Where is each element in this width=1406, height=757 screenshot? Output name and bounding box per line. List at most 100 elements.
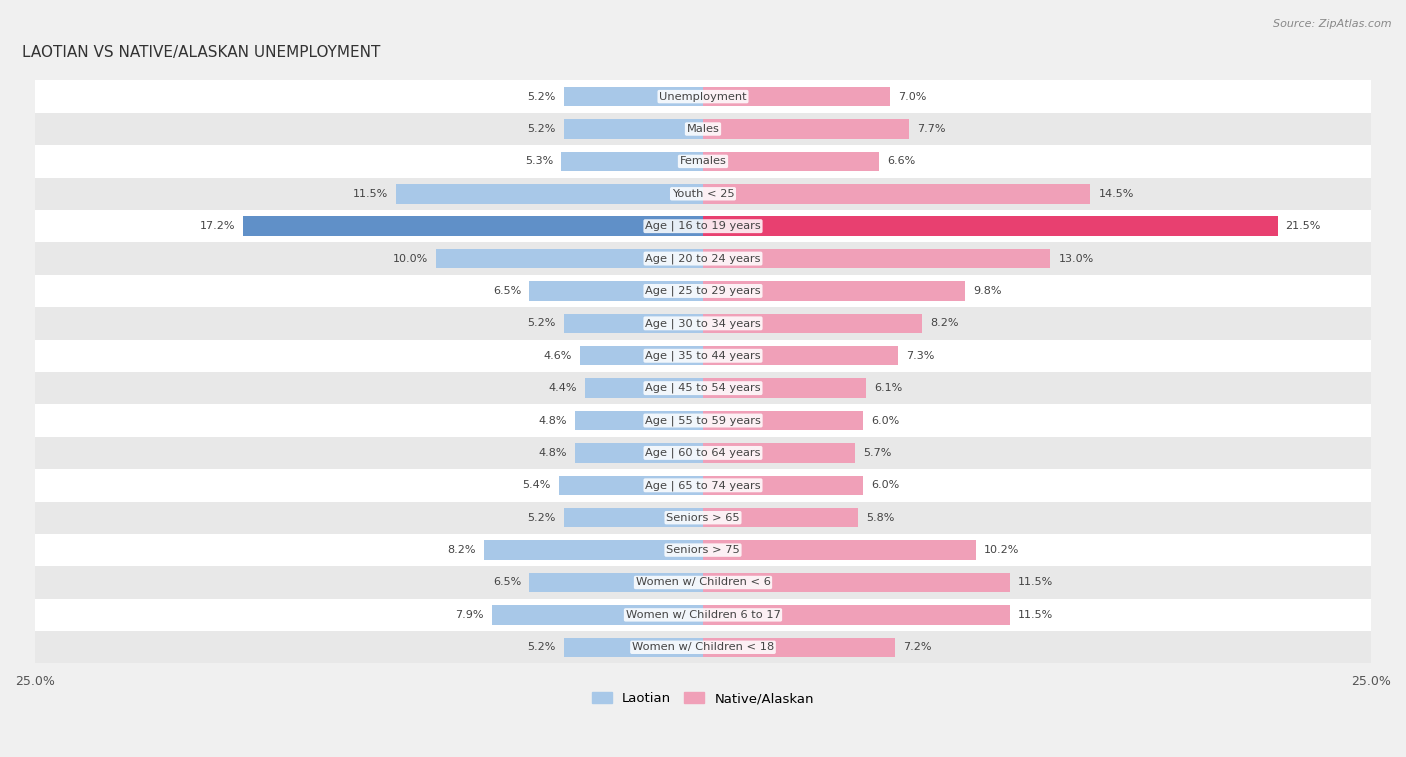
Text: Females: Females [679, 157, 727, 167]
Text: 11.5%: 11.5% [1018, 578, 1053, 587]
Bar [703, 475, 863, 495]
Bar [703, 120, 908, 139]
Bar [529, 573, 703, 592]
Text: 8.2%: 8.2% [447, 545, 475, 555]
Text: Age | 45 to 54 years: Age | 45 to 54 years [645, 383, 761, 394]
Bar [395, 184, 703, 204]
Text: 7.0%: 7.0% [898, 92, 927, 101]
Text: 13.0%: 13.0% [1059, 254, 1094, 263]
Bar [35, 145, 1371, 178]
Text: 6.0%: 6.0% [872, 416, 900, 425]
Bar [703, 282, 965, 301]
Bar [35, 437, 1371, 469]
Text: 7.9%: 7.9% [456, 610, 484, 620]
Bar [703, 508, 858, 528]
Text: 11.5%: 11.5% [1018, 610, 1053, 620]
Bar [35, 210, 1371, 242]
Bar [703, 184, 1091, 204]
Bar [564, 508, 703, 528]
Bar [703, 540, 976, 560]
Text: Age | 20 to 24 years: Age | 20 to 24 years [645, 254, 761, 264]
Bar [35, 566, 1371, 599]
Text: Age | 35 to 44 years: Age | 35 to 44 years [645, 350, 761, 361]
Bar [436, 249, 703, 268]
Bar [564, 120, 703, 139]
Text: 6.6%: 6.6% [887, 157, 915, 167]
Bar [35, 178, 1371, 210]
Bar [558, 475, 703, 495]
Text: Age | 16 to 19 years: Age | 16 to 19 years [645, 221, 761, 232]
Bar [703, 411, 863, 430]
Bar [703, 217, 1278, 236]
Text: 10.2%: 10.2% [984, 545, 1019, 555]
Text: Unemployment: Unemployment [659, 92, 747, 101]
Bar [529, 282, 703, 301]
Text: 5.2%: 5.2% [527, 642, 555, 653]
Bar [703, 151, 879, 171]
Bar [35, 501, 1371, 534]
Bar [703, 249, 1050, 268]
Text: 14.5%: 14.5% [1098, 188, 1133, 199]
Bar [35, 599, 1371, 631]
Bar [703, 443, 855, 463]
Legend: Laotian, Native/Alaskan: Laotian, Native/Alaskan [592, 692, 814, 705]
Text: Age | 55 to 59 years: Age | 55 to 59 years [645, 416, 761, 425]
Text: 4.4%: 4.4% [548, 383, 578, 393]
Text: Youth < 25: Youth < 25 [672, 188, 734, 199]
Bar [35, 340, 1371, 372]
Text: 5.3%: 5.3% [524, 157, 554, 167]
Text: Women w/ Children 6 to 17: Women w/ Children 6 to 17 [626, 610, 780, 620]
Bar [35, 80, 1371, 113]
Bar [35, 372, 1371, 404]
Text: 7.3%: 7.3% [905, 350, 935, 361]
Bar [35, 469, 1371, 501]
Text: 9.8%: 9.8% [973, 286, 1001, 296]
Text: 5.4%: 5.4% [522, 480, 551, 491]
Text: Source: ZipAtlas.com: Source: ZipAtlas.com [1274, 19, 1392, 29]
Text: 5.2%: 5.2% [527, 92, 555, 101]
Text: Seniors > 65: Seniors > 65 [666, 512, 740, 522]
Bar [703, 573, 1011, 592]
Text: 21.5%: 21.5% [1285, 221, 1320, 231]
Bar [575, 443, 703, 463]
Bar [585, 378, 703, 398]
Bar [703, 378, 866, 398]
Text: 5.2%: 5.2% [527, 124, 555, 134]
Text: 6.0%: 6.0% [872, 480, 900, 491]
Text: 5.7%: 5.7% [863, 448, 891, 458]
Text: Women w/ Children < 6: Women w/ Children < 6 [636, 578, 770, 587]
Bar [561, 151, 703, 171]
Bar [35, 113, 1371, 145]
Bar [35, 631, 1371, 663]
Bar [703, 346, 898, 366]
Text: 11.5%: 11.5% [353, 188, 388, 199]
Text: 7.2%: 7.2% [904, 642, 932, 653]
Bar [243, 217, 703, 236]
Bar [575, 411, 703, 430]
Text: 10.0%: 10.0% [392, 254, 427, 263]
Bar [564, 87, 703, 106]
Text: 6.5%: 6.5% [494, 286, 522, 296]
Text: Males: Males [686, 124, 720, 134]
Text: 6.5%: 6.5% [494, 578, 522, 587]
Text: 5.8%: 5.8% [866, 512, 894, 522]
Bar [484, 540, 703, 560]
Text: Women w/ Children < 18: Women w/ Children < 18 [631, 642, 775, 653]
Text: 8.2%: 8.2% [931, 319, 959, 329]
Text: LAOTIAN VS NATIVE/ALASKAN UNEMPLOYMENT: LAOTIAN VS NATIVE/ALASKAN UNEMPLOYMENT [21, 45, 380, 61]
Bar [564, 637, 703, 657]
Text: Age | 25 to 29 years: Age | 25 to 29 years [645, 285, 761, 296]
Bar [564, 313, 703, 333]
Text: Age | 65 to 74 years: Age | 65 to 74 years [645, 480, 761, 491]
Bar [35, 404, 1371, 437]
Bar [492, 605, 703, 625]
Bar [35, 307, 1371, 340]
Text: Age | 60 to 64 years: Age | 60 to 64 years [645, 447, 761, 458]
Text: 6.1%: 6.1% [875, 383, 903, 393]
Text: Age | 30 to 34 years: Age | 30 to 34 years [645, 318, 761, 329]
Bar [581, 346, 703, 366]
Text: 4.8%: 4.8% [538, 448, 567, 458]
Text: 4.6%: 4.6% [544, 350, 572, 361]
Bar [703, 605, 1011, 625]
Text: 5.2%: 5.2% [527, 319, 555, 329]
